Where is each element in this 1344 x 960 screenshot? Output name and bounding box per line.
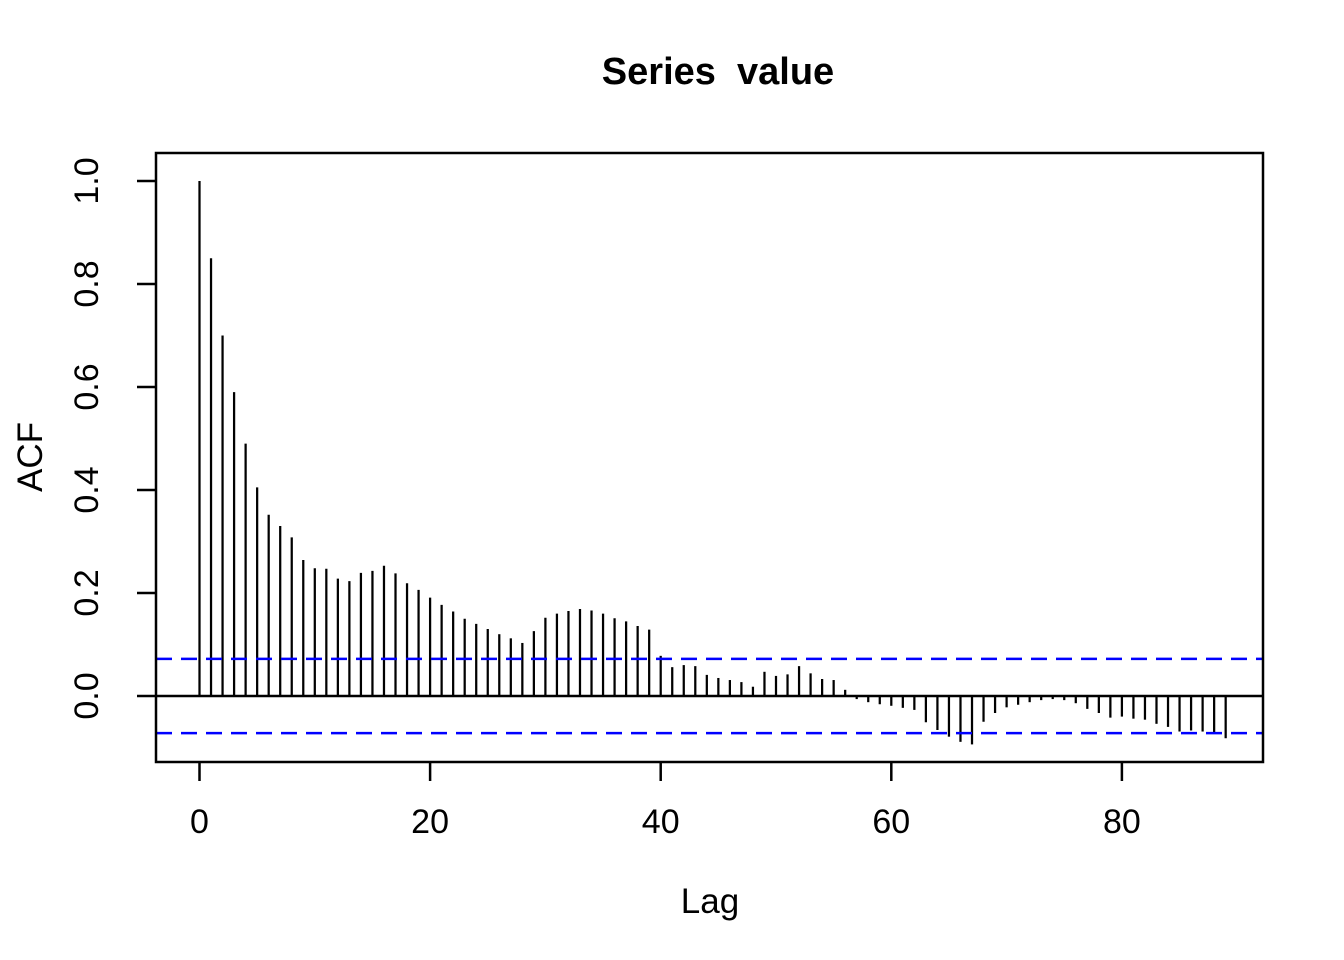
x-axis-tick-label: 40: [642, 803, 680, 841]
y-axis-label: ACF: [11, 422, 50, 492]
x-axis-tick-label: 0: [190, 803, 209, 841]
x-axis-label: Lag: [681, 882, 739, 921]
axis-tick-labels-group: 0 20 40 60 80 0.0 0.2 0.4 0.6 0.8 1.0: [68, 157, 1141, 841]
reference-lines-group: [156, 657, 1263, 735]
y-axis-tick-label: 0.2: [68, 569, 106, 616]
x-axis-tick-label: 80: [1103, 803, 1141, 841]
x-axis-tick-label: 20: [411, 803, 449, 841]
x-axis-tick-label: 60: [872, 803, 910, 841]
acf-bars-group: [198, 181, 1227, 745]
plot-border-box: [154, 151, 1265, 764]
y-axis-tick-label: 0.6: [68, 363, 106, 410]
y-axis-tick-label: 0.8: [68, 260, 106, 307]
y-axis-tick-label: 0.0: [68, 672, 106, 719]
axis-ticks-group: [137, 179, 1124, 781]
y-axis-tick-label: 1.0: [68, 157, 106, 204]
chart-title: Series value: [602, 51, 834, 93]
y-axis-tick-label: 0.4: [68, 466, 106, 513]
